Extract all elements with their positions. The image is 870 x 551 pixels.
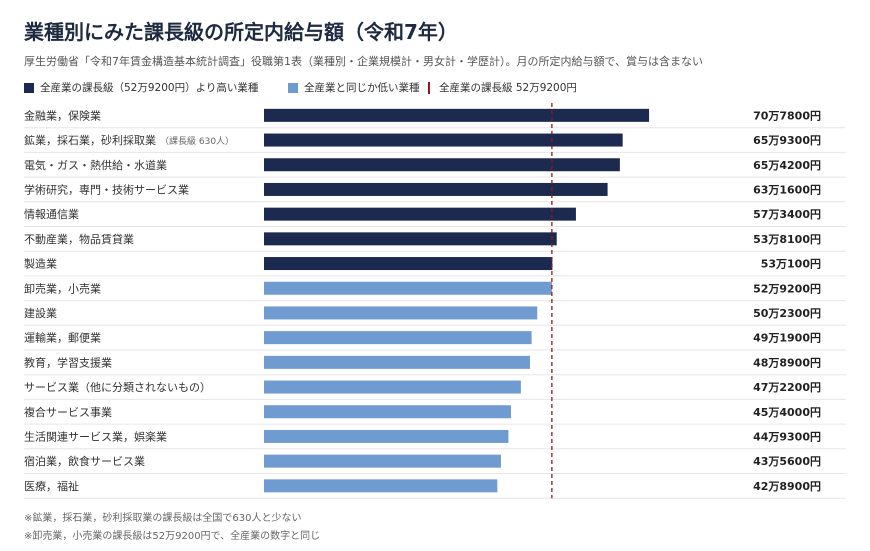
category-label: 宿泊業，飲食サービス業 — [24, 454, 145, 468]
chart-subtitle: 厚生労働省「令和7年賃金構造基本統計調査」役職第1表（業種別・企業規模計・男女計… — [24, 55, 704, 68]
bar — [264, 479, 498, 493]
legend-item-below: 全産業と同じか低い業種 — [288, 80, 420, 95]
legend-label-reference: 全産業の課長級 52万9200円 — [439, 82, 577, 94]
category-label: 生活関連サービス業，娯楽業 — [24, 429, 167, 443]
bar — [264, 429, 509, 443]
category-label: 運輸業，郵便業 — [24, 331, 101, 345]
category-label: 情報通信業 — [24, 208, 79, 221]
value-label: 70万7800円 — [753, 109, 821, 122]
category-note: （課長級 630人） — [160, 135, 234, 147]
value-label: 57万3400円 — [753, 208, 821, 221]
category-label: 電気・ガス・熱供給・水道業 — [24, 158, 167, 172]
bar — [264, 257, 553, 271]
value-label: 63万1600円 — [753, 183, 821, 196]
value-label: 65万4200円 — [753, 159, 821, 172]
value-label: 53万100円 — [761, 258, 821, 271]
legend-label-above: 全産業の課長級（52万9200円）より高い業種 — [40, 82, 259, 94]
bar — [264, 331, 532, 345]
bar — [264, 355, 530, 369]
value-label: 43万5600円 — [753, 455, 821, 468]
category-label: 金融業，保険業 — [24, 108, 101, 122]
value-label: 44万9300円 — [753, 430, 821, 443]
bar — [264, 232, 557, 246]
category-label: 製造業 — [24, 257, 57, 271]
footnote-1: ※鉱業，採石業，砂利採取業の課長級は全国で630人と少ない — [24, 513, 302, 524]
bar — [264, 281, 552, 295]
value-label: 42万8900円 — [753, 480, 821, 493]
category-label: サービス業（他に分類されないもの） — [24, 381, 211, 394]
category-label: 不動産業，物品賃貸業 — [24, 232, 134, 246]
footnote-2: ※卸売業，小売業の課長級は52万9200円で、全産業の数字と同じ — [24, 531, 321, 542]
category-label: 教育，学習支援業 — [24, 355, 112, 369]
value-label: 48万8900円 — [753, 356, 821, 369]
bar — [264, 207, 576, 221]
value-label: 65万9300円 — [753, 134, 821, 147]
value-label: 49万1900円 — [753, 332, 821, 345]
legend-label-below: 全産業と同じか低い業種 — [304, 82, 420, 94]
legend-item-reference: 全産業の課長級 52万9200円 — [428, 80, 577, 95]
category-label: 医療，福祉 — [24, 479, 79, 493]
legend-reference-line — [428, 81, 430, 94]
value-label: 50万2300円 — [753, 307, 821, 320]
bar — [264, 133, 623, 147]
bar — [264, 454, 501, 468]
value-label: 52万9200円 — [753, 282, 821, 295]
bar — [264, 158, 620, 172]
legend-item-above: 全産業の課長級（52万9200円）より高い業種 — [24, 80, 258, 95]
category-label: 複合サービス事業 — [24, 405, 112, 419]
value-label: 53万8100円 — [753, 233, 821, 246]
bar — [264, 306, 538, 320]
category-label: 鉱業，採石業，砂利採取業 （課長級 630人） — [24, 133, 234, 147]
chart-title: 業種別にみた課長級の所定内給与額（令和7年） — [24, 20, 458, 44]
bar — [264, 108, 650, 122]
category-label: 学術研究，専門・技術サービス業 — [24, 182, 189, 196]
value-label: 47万2200円 — [753, 381, 821, 394]
legend-swatch-below — [288, 82, 298, 93]
category-label: 建設業 — [24, 306, 57, 320]
bar — [264, 380, 521, 394]
bar — [264, 182, 608, 196]
value-label: 45万4000円 — [753, 406, 821, 419]
category-label: 卸売業，小売業 — [24, 281, 101, 295]
legend-swatch-above — [24, 82, 34, 93]
bar — [264, 405, 511, 419]
